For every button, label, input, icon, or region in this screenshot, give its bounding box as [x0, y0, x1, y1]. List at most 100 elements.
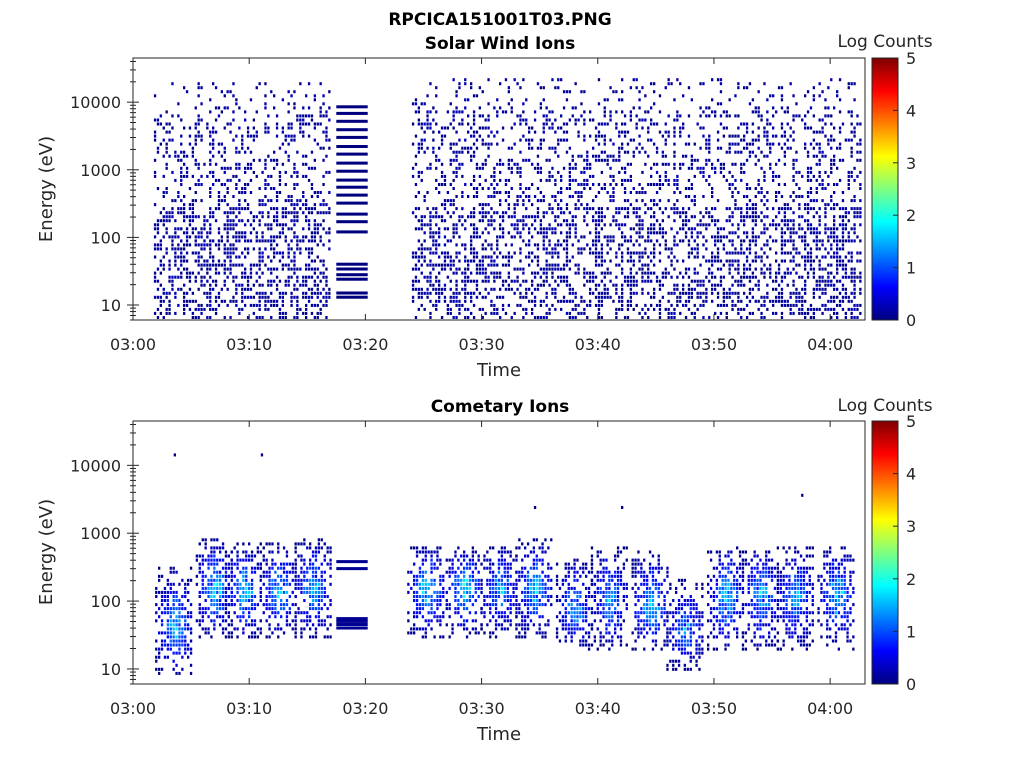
- heatmap-cell: [414, 195, 418, 199]
- heatmap-cell: [586, 316, 589, 320]
- heatmap-cell: [531, 279, 534, 283]
- heatmap-cell: [481, 166, 484, 170]
- heatmap-cell: [209, 150, 212, 154]
- heatmap-cell: [165, 311, 168, 315]
- heatmap-cell: [455, 267, 458, 271]
- heatmap-cell: [560, 223, 563, 227]
- heatmap-cell: [153, 235, 157, 239]
- heatmap-cell: [635, 86, 638, 90]
- heatmap-cell: [203, 247, 206, 251]
- heatmap-cell: [609, 118, 612, 122]
- heatmap-cell: [754, 239, 757, 243]
- heatmap-cell: [155, 586, 158, 590]
- heatmap-cell: [458, 291, 461, 295]
- heatmap-cell: [830, 138, 833, 142]
- heatmap-cell: [426, 94, 429, 98]
- heatmap-cell: [763, 154, 766, 158]
- heatmap-cell: [440, 142, 444, 146]
- heatmap-cell: [751, 287, 755, 291]
- heatmap-cell: [194, 122, 197, 126]
- heatmap-cell: [275, 162, 279, 166]
- heatmap-cell: [178, 627, 181, 631]
- heatmap-cell: [496, 239, 499, 243]
- heatmap-cell: [545, 114, 548, 118]
- heatmap-band: [336, 152, 368, 156]
- heatmap-cell: [653, 243, 656, 247]
- heatmap-cell: [623, 207, 627, 211]
- heatmap-cell: [310, 235, 314, 239]
- heatmap-cell: [435, 122, 438, 126]
- heatmap-cell: [812, 146, 816, 150]
- heatmap-cell: [838, 259, 842, 263]
- heatmap-cell: [429, 231, 432, 235]
- heatmap-cell: [325, 283, 328, 287]
- y-axis-label-solar-wind: Energy (eV): [36, 136, 57, 242]
- heatmap-cell: [751, 275, 755, 279]
- heatmap-cell: [185, 291, 189, 295]
- heatmap-cell: [181, 607, 184, 611]
- heatmap-cell: [603, 114, 606, 118]
- heatmap-cell: [461, 146, 464, 150]
- heatmap-cell: [841, 259, 845, 263]
- heatmap-cell: [284, 283, 287, 287]
- heatmap-cell: [827, 203, 830, 207]
- heatmap-cell: [270, 158, 273, 162]
- heatmap-cell: [737, 150, 740, 154]
- heatmap-cell: [435, 86, 438, 90]
- heatmap-cell: [554, 150, 557, 154]
- heatmap-cell: [461, 150, 464, 154]
- heatmap-cell: [583, 166, 586, 170]
- heatmap-cell: [650, 82, 653, 86]
- heatmap-cell: [162, 215, 165, 219]
- heatmap-cell: [191, 203, 195, 207]
- heatmap-cell: [772, 223, 775, 227]
- heatmap-cell: [194, 126, 197, 130]
- heatmap-cell: [185, 251, 189, 255]
- heatmap-cell: [168, 311, 171, 315]
- heatmap-cell: [244, 295, 247, 299]
- heatmap-cell: [478, 126, 482, 130]
- heatmap-cell: [270, 271, 273, 275]
- heatmap-cell: [200, 174, 203, 178]
- heatmap-cell: [623, 187, 627, 191]
- heatmap-cell: [763, 134, 766, 138]
- heatmap-cell: [458, 82, 461, 86]
- heatmap-cell: [217, 247, 221, 251]
- heatmap-cell: [493, 287, 496, 291]
- heatmap-cell: [513, 235, 516, 239]
- heatmap-cell: [737, 191, 740, 195]
- heatmap-cell: [682, 223, 685, 227]
- heatmap-cell: [647, 130, 650, 134]
- heatmap-band: [336, 212, 368, 216]
- heatmap-cell: [850, 199, 853, 203]
- heatmap-cell: [841, 247, 845, 251]
- solar-wind-heatmap: [153, 78, 862, 320]
- heatmap-cell: [163, 586, 167, 590]
- heatmap-cell: [255, 231, 258, 235]
- heatmap-cell: [798, 291, 801, 295]
- heatmap-cell: [224, 562, 228, 566]
- heatmap-cell: [156, 122, 160, 126]
- heatmap-cell: [650, 259, 653, 263]
- heatmap-cell: [751, 203, 755, 207]
- heatmap-cell: [766, 199, 769, 203]
- heatmap-cell: [432, 267, 435, 271]
- heatmap-cell: [728, 215, 731, 219]
- heatmap-cell: [464, 227, 467, 231]
- heatmap-cell: [270, 303, 273, 307]
- x-tick-label: 03:00: [110, 335, 156, 354]
- heatmap-cell: [565, 239, 569, 243]
- heatmap-cell: [429, 211, 432, 215]
- heatmap-cell: [214, 295, 218, 299]
- heatmap-cell: [769, 263, 772, 267]
- heatmap-cell: [696, 295, 699, 299]
- heatmap-cell: [252, 303, 256, 307]
- heatmap-cell: [221, 590, 225, 594]
- heatmap-cell: [299, 239, 302, 243]
- heatmap-cell: [780, 231, 784, 235]
- heatmap-cell: [653, 295, 656, 299]
- heatmap-cell: [740, 122, 743, 126]
- heatmap-cell: [472, 279, 476, 283]
- heatmap-cell: [667, 255, 670, 259]
- heatmap-cell: [830, 295, 833, 299]
